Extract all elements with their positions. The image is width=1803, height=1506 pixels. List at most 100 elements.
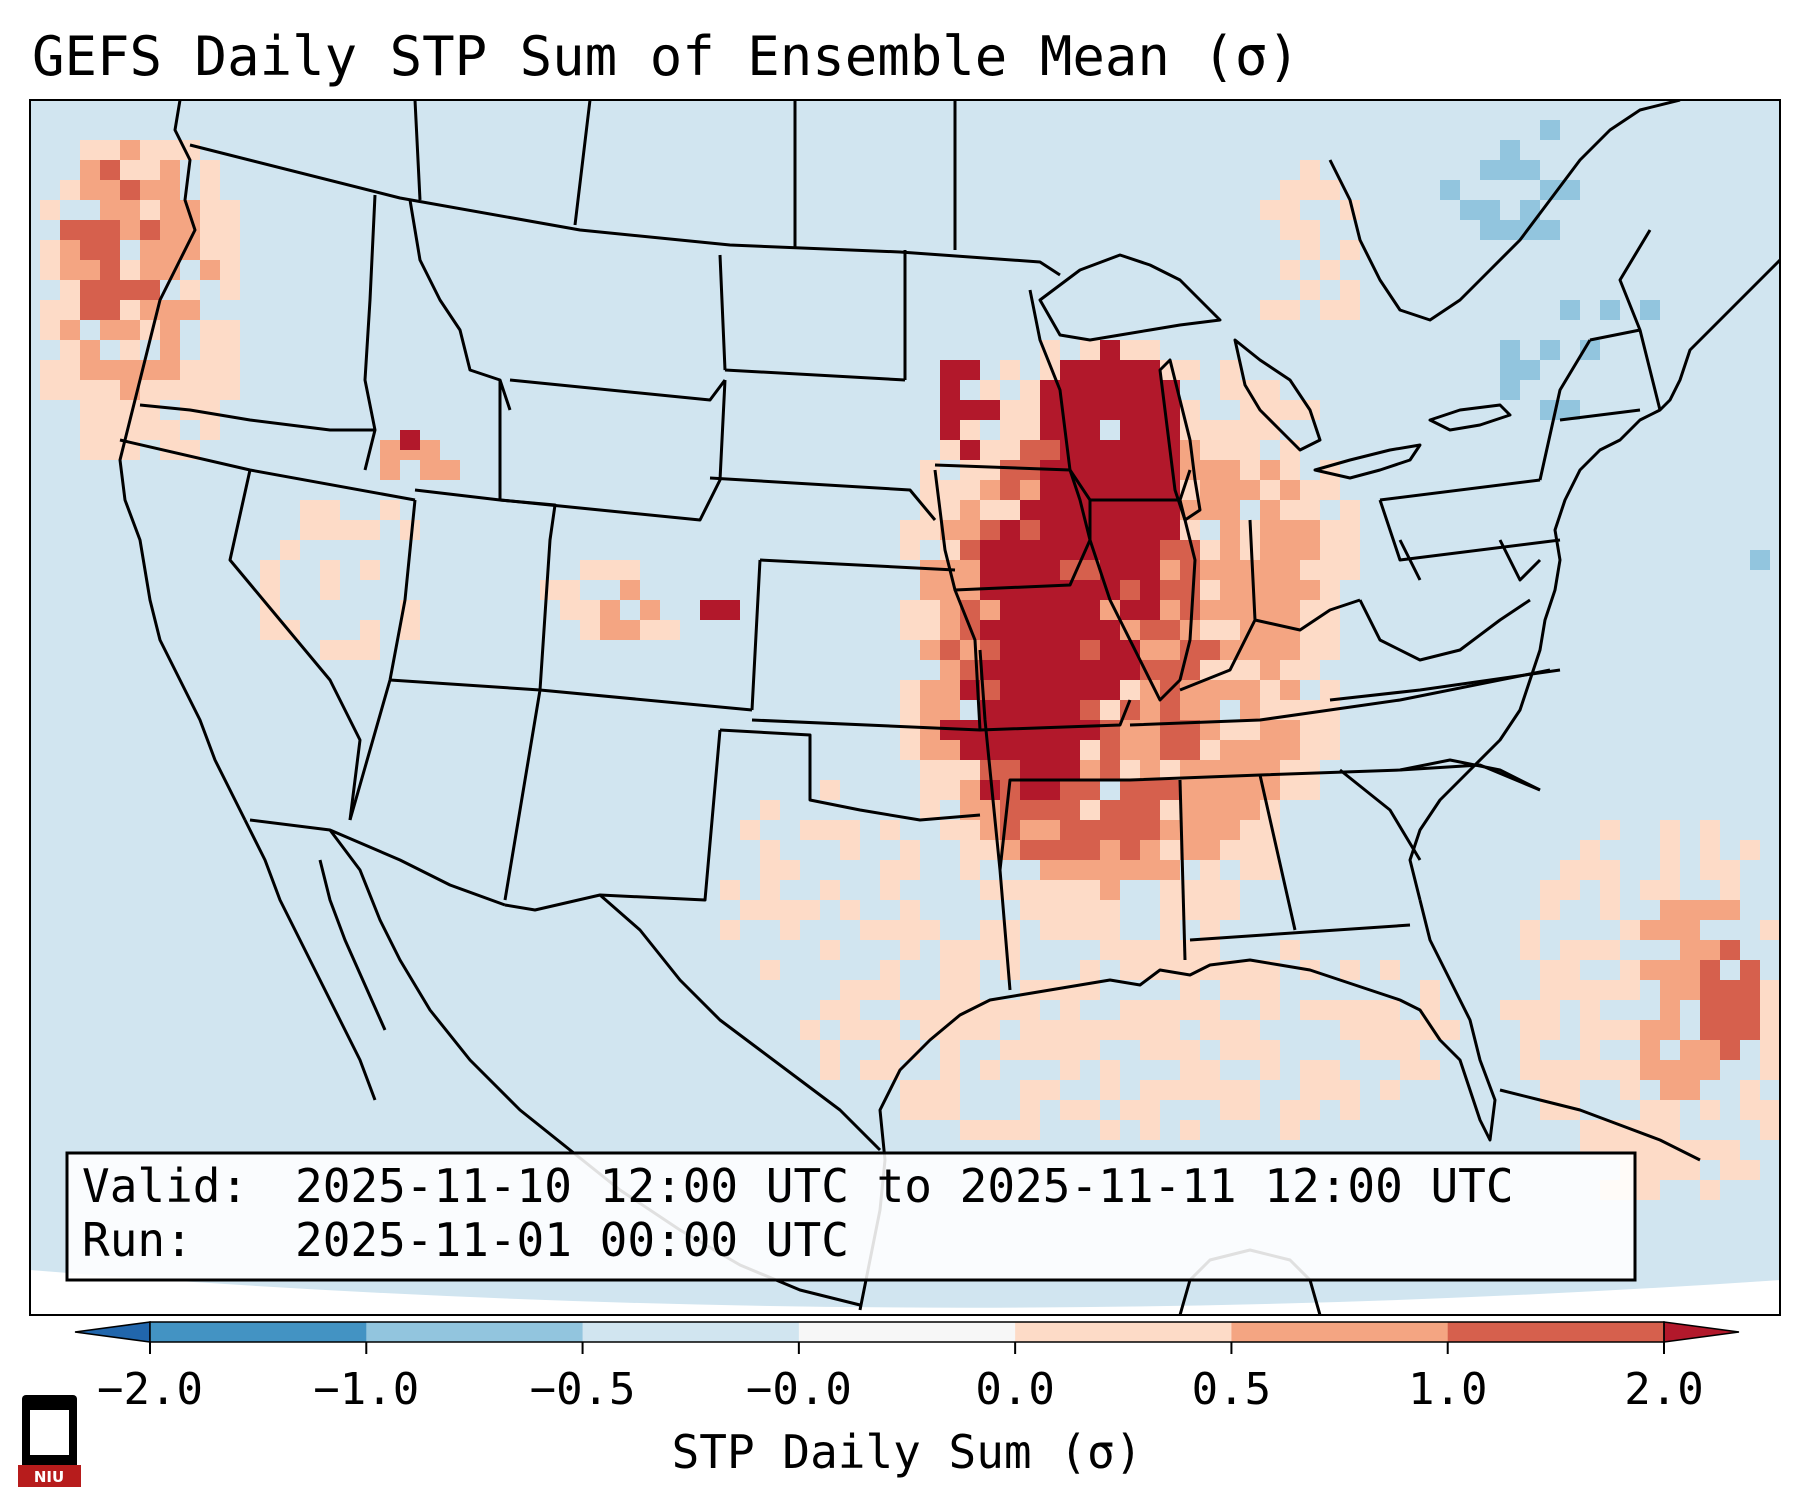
anomaly-cell (820, 880, 840, 900)
anomaly-cell (1140, 660, 1160, 680)
anomaly-cell (1260, 380, 1280, 400)
anomaly-cell (1260, 760, 1280, 780)
anomaly-cell (380, 440, 400, 460)
anomaly-cell (1120, 360, 1140, 380)
anomaly-cell (1220, 880, 1240, 900)
anomaly-cell (1300, 160, 1320, 180)
border-nc (1329, 668, 1561, 792)
anomaly-cell (1040, 440, 1060, 460)
anomaly-cell (260, 560, 280, 580)
anomaly-cell (940, 760, 960, 780)
anomaly-cell (1660, 1140, 1680, 1160)
anomaly-cell (1080, 820, 1100, 840)
anomaly-cell (1420, 1060, 1440, 1080)
colorbar-frame (149, 1321, 1665, 1343)
anomaly-cell (1260, 580, 1280, 600)
anomaly-cell (1140, 560, 1160, 580)
anomaly-cell (1700, 1000, 1720, 1020)
anomaly-cell (1400, 1040, 1420, 1060)
anomaly-cell (1280, 180, 1300, 200)
anomaly-cell (1300, 500, 1320, 520)
anomaly-cell (1520, 1000, 1540, 1020)
anomaly-cell (920, 640, 940, 660)
anomaly-cell (1100, 340, 1120, 360)
anomaly-cell (1120, 680, 1140, 700)
anomaly-cell (1540, 340, 1560, 360)
anomaly-cell (1060, 800, 1080, 820)
anomaly-cell (1260, 560, 1280, 580)
anomaly-cell (1300, 660, 1320, 680)
anomaly-cell (1360, 1000, 1380, 1020)
anomaly-cell (1220, 1020, 1240, 1040)
coastline-west (118, 100, 247, 821)
anomaly-cell (1160, 500, 1180, 520)
anomaly-cell (1240, 980, 1260, 1000)
anomaly-cell (760, 840, 780, 860)
anomaly-cell (1020, 620, 1040, 640)
border-il-in (1088, 499, 1197, 702)
anomaly-cell (1340, 280, 1360, 300)
anomaly-cell (1440, 180, 1460, 200)
anomaly-cell (1020, 520, 1040, 540)
anomaly-cell (1240, 560, 1260, 580)
anomaly-cell (140, 280, 160, 300)
anomaly-cell (1520, 1040, 1540, 1060)
anomaly-cell (1260, 600, 1280, 620)
anomaly-cell (360, 520, 380, 540)
anomaly-cell (820, 1000, 840, 1020)
anomaly-cell (1160, 520, 1180, 540)
anomaly-cell (1700, 840, 1720, 860)
anomaly-cell (1140, 1120, 1160, 1140)
anomaly-cell (1680, 1040, 1700, 1060)
anomaly-cell (980, 840, 1000, 860)
anomaly-cell (100, 220, 120, 240)
anomaly-cell (1540, 1060, 1560, 1080)
anomaly-cell (940, 380, 960, 400)
border-mo-ar (953, 589, 1132, 732)
anomaly-cell (1720, 1020, 1740, 1040)
anomaly-cell (180, 300, 200, 320)
anomaly-cell (1060, 620, 1080, 640)
anomaly-cell (1260, 700, 1280, 720)
anomaly-cell (540, 580, 560, 600)
anomaly-cell (1500, 140, 1520, 160)
anomaly-cell (1660, 1060, 1680, 1080)
anomaly-cell (1320, 1080, 1340, 1100)
anomaly-cell (1560, 1080, 1580, 1100)
anomaly-cell (1040, 1020, 1060, 1040)
anomaly-cell (1660, 1100, 1680, 1120)
anomaly-cell (1060, 700, 1080, 720)
anomaly-cell (1180, 1000, 1200, 1020)
anomaly-cell (1160, 580, 1180, 600)
anomaly-cell (1220, 720, 1240, 740)
anomaly-cell (800, 820, 820, 840)
logo-window (30, 1410, 69, 1455)
anomaly-cell (1380, 960, 1400, 980)
colorbar-bin (366, 1322, 584, 1342)
anomaly-cell (1200, 1080, 1220, 1100)
anomaly-cell (1000, 1120, 1020, 1140)
anomaly-cell (1040, 380, 1060, 400)
anomaly-cell (900, 920, 920, 940)
anomaly-cell (1240, 380, 1260, 400)
anomaly-cell (420, 440, 440, 460)
anomaly-cell (1160, 760, 1180, 780)
anomaly-cell (1660, 920, 1680, 940)
anomaly-cell (1420, 980, 1440, 1000)
anomaly-cell (1240, 860, 1260, 880)
anomaly-cell (160, 220, 180, 240)
anomaly-cell (1260, 800, 1280, 820)
anomaly-cell (1240, 440, 1260, 460)
anomaly-cell (200, 220, 220, 240)
anomaly-cell (60, 220, 80, 240)
anomaly-cell (1020, 820, 1040, 840)
anomaly-cell (820, 1040, 840, 1060)
anomaly-cell (1040, 720, 1060, 740)
anomaly-cell (1300, 600, 1320, 620)
anomaly-cell (1260, 200, 1280, 220)
anomaly-cell (1300, 1060, 1320, 1080)
anomaly-cell (1000, 400, 1020, 420)
anomaly-cell (120, 160, 140, 180)
anomaly-cell (1220, 820, 1240, 840)
